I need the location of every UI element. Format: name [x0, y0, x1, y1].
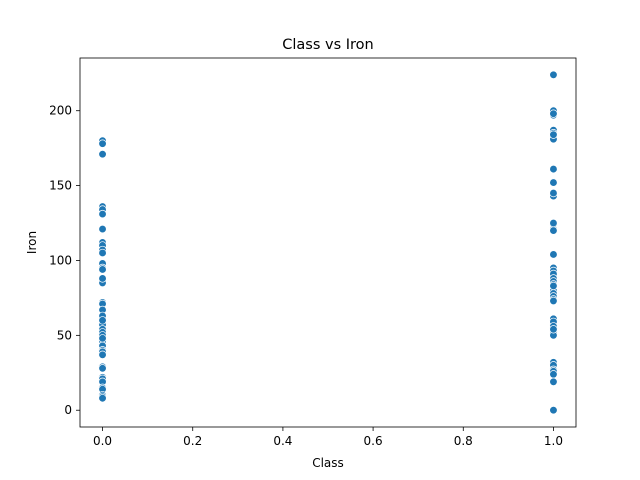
data-point [98, 248, 107, 258]
data-point [98, 209, 107, 219]
x-tick-label: 0.8 [454, 434, 473, 448]
y-tick-label: 200 [49, 104, 72, 118]
data-point [98, 394, 107, 403]
data-point [98, 149, 107, 159]
x-tick-label: 0.0 [93, 434, 112, 448]
data-point [549, 406, 558, 415]
y-tick-label: 0 [64, 403, 72, 417]
data-point [549, 226, 558, 235]
x-tick-label: 0.6 [364, 434, 383, 448]
y-tick-label: 150 [49, 179, 72, 193]
y-tick-label: 100 [49, 253, 72, 267]
y-axis-label: Iron [25, 231, 39, 254]
data-point [549, 130, 558, 139]
data-point [549, 178, 558, 187]
data-point [549, 325, 558, 334]
y-tick-label: 50 [57, 328, 72, 342]
data-point [549, 70, 558, 79]
data-point [98, 224, 107, 234]
data-point [98, 364, 107, 373]
data-point [549, 164, 558, 174]
data-point [98, 265, 107, 274]
chart-title: Class vs Iron [282, 37, 373, 53]
data-point [549, 109, 558, 118]
x-axis-label: Class [312, 456, 344, 470]
data-point [549, 188, 558, 198]
data-point [549, 296, 558, 306]
data-point [549, 250, 558, 259]
plot-area [79, 57, 577, 428]
data-point [549, 377, 558, 386]
x-axis: 0.0 0.2 0.4 0.6 0.8 1.0 [93, 427, 563, 448]
data-points [98, 70, 558, 415]
data-point [98, 274, 107, 283]
data-point [98, 334, 107, 343]
data-point [98, 139, 107, 148]
y-axis: 0 50 100 150 200 [49, 104, 80, 417]
data-point [98, 350, 107, 359]
x-tick-label: 0.2 [183, 434, 202, 448]
data-point [549, 370, 558, 379]
data-point [549, 218, 558, 228]
x-tick-label: 1.0 [544, 434, 563, 448]
data-point [98, 316, 107, 325]
x-tick-label: 0.4 [273, 434, 292, 448]
data-point [549, 281, 558, 291]
